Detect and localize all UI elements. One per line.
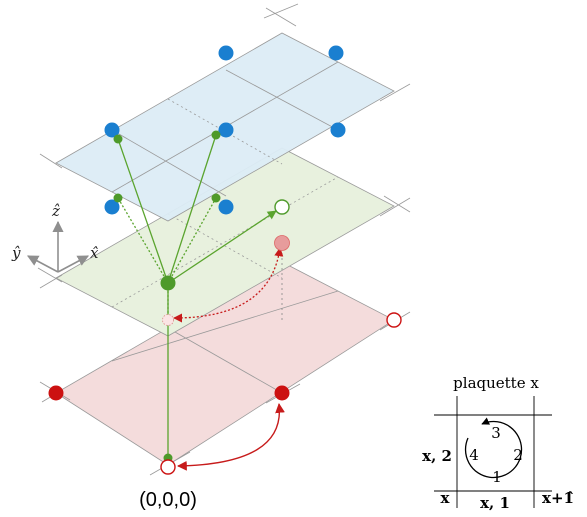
green-grid-edge xyxy=(383,195,411,213)
red-arrows xyxy=(173,247,285,471)
plaquette-n4: 4 xyxy=(469,446,479,464)
blue-site xyxy=(330,122,346,138)
plaquette-n3: 3 xyxy=(491,424,501,442)
red-open-site xyxy=(386,312,402,328)
blue-grid-edge xyxy=(265,7,297,27)
green-dotted-link xyxy=(117,197,169,284)
plaquette-bottom-right: x+1̂ xyxy=(542,489,574,507)
origin-label: (0,0,0) xyxy=(139,489,197,511)
z-axis-label: ẑ xyxy=(51,202,60,220)
red-site xyxy=(274,385,290,401)
x-axis-arrow xyxy=(57,255,89,273)
red-grid-line xyxy=(167,327,283,394)
x-axis-label: x̂ xyxy=(90,244,99,262)
green-open-site xyxy=(274,199,290,215)
axis-triad: ẑ ŷ x̂ xyxy=(11,202,99,273)
green-grid-edge xyxy=(39,274,63,289)
blue-site xyxy=(328,45,344,61)
y-axis-arrow xyxy=(27,255,59,273)
blue-grid-edge xyxy=(39,153,63,169)
blue-grid-edge xyxy=(263,3,299,19)
plaquette-title: plaquette x xyxy=(453,374,539,392)
blue-site xyxy=(104,122,120,138)
green-solid-link xyxy=(117,138,169,284)
blue-site xyxy=(104,199,120,215)
red-solid-curve xyxy=(177,403,285,471)
blue-grid-edge xyxy=(379,83,411,102)
blue-grid-line xyxy=(225,69,339,131)
blue-site xyxy=(218,122,234,138)
plaquette-inset: plaquette x 3 4 2 1 x, 2 x, 1 x x+1̂ xyxy=(422,374,574,512)
red-dots xyxy=(48,312,402,475)
plaquette-left-edge: x, 2 xyxy=(422,447,452,465)
blue-grid-line xyxy=(111,129,227,197)
green-grid-line xyxy=(111,176,339,308)
plaquette-bottom-left: x xyxy=(441,489,451,507)
green-site-small xyxy=(113,193,123,203)
red-faded-site xyxy=(274,235,290,251)
plaquette-bottom-edge: x, 1 xyxy=(480,494,510,512)
green-site-small xyxy=(211,193,221,203)
blue-site xyxy=(218,45,234,61)
green-grid-edge xyxy=(379,197,411,217)
plaquette-loop xyxy=(464,417,523,479)
plaquette-n1: 1 xyxy=(492,468,502,486)
green-site-small xyxy=(211,130,221,140)
y-axis-label: ŷ xyxy=(11,244,21,262)
blue-site xyxy=(218,199,234,215)
red-origin-site xyxy=(160,459,176,475)
red-site xyxy=(48,385,64,401)
plaquette-n2: 2 xyxy=(513,446,523,464)
green-center-site xyxy=(160,275,176,291)
green-grid-edge xyxy=(37,267,63,283)
blue-dots xyxy=(104,45,346,215)
red-faded-small-site xyxy=(162,314,174,326)
red-grid-line xyxy=(111,290,339,362)
green-site-small xyxy=(113,134,123,144)
green-small-dots xyxy=(113,130,221,463)
